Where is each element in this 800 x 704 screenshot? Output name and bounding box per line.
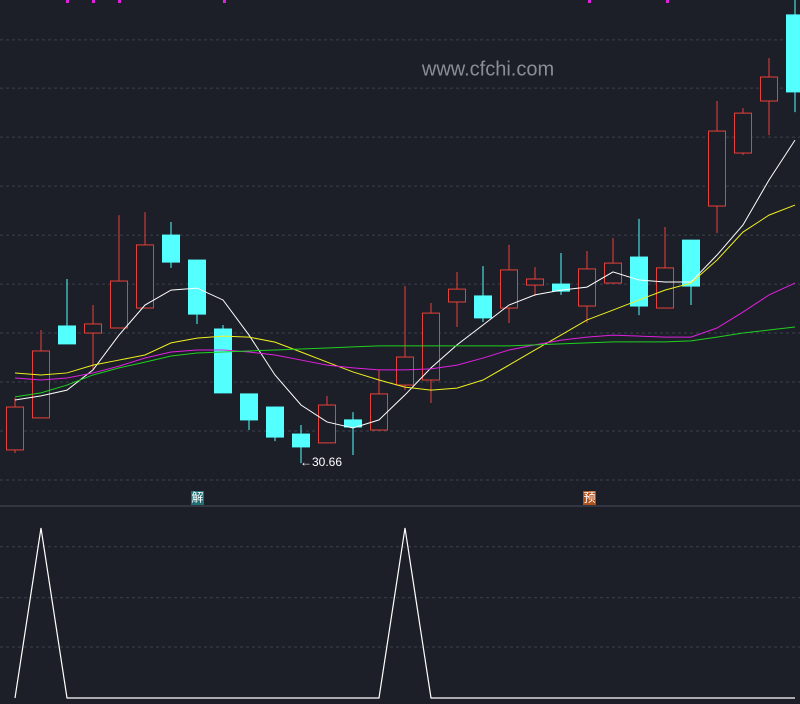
candle-body bbox=[136, 244, 154, 309]
grid-layer bbox=[0, 39, 800, 648]
candle-body bbox=[708, 130, 726, 207]
top-marker bbox=[92, 0, 95, 3]
candle-body bbox=[604, 262, 622, 284]
candle-body bbox=[240, 393, 258, 421]
candle-body bbox=[344, 419, 362, 428]
candle-body bbox=[786, 14, 800, 93]
top-marker bbox=[223, 0, 226, 3]
signal-box bbox=[583, 491, 596, 505]
signal-label: 解 bbox=[191, 491, 203, 505]
candle-body bbox=[214, 328, 232, 394]
candle-body bbox=[552, 283, 570, 292]
candle-body bbox=[318, 404, 336, 444]
indicator-line bbox=[14, 527, 795, 699]
candle-body bbox=[656, 267, 674, 309]
candle-body bbox=[162, 234, 180, 263]
candle-body bbox=[6, 406, 24, 451]
candle-body bbox=[448, 288, 466, 303]
top-marker bbox=[588, 0, 591, 3]
plot-layer bbox=[6, 0, 800, 699]
candle-body bbox=[292, 433, 310, 448]
watermark: www.cfchi.com bbox=[421, 58, 554, 80]
low-annotation: ←30.66 bbox=[300, 455, 342, 469]
top-markers bbox=[66, 0, 669, 3]
candle-body bbox=[188, 259, 206, 315]
candle-body bbox=[110, 280, 128, 329]
candle-body bbox=[84, 323, 102, 334]
signal-label: 预 bbox=[583, 491, 595, 505]
top-marker bbox=[66, 0, 69, 3]
candle-body bbox=[32, 350, 50, 419]
top-marker bbox=[118, 0, 121, 3]
candle-body bbox=[630, 256, 648, 307]
signal-box bbox=[191, 491, 204, 505]
top-marker bbox=[666, 0, 669, 3]
candle-body bbox=[58, 325, 76, 345]
candle-body bbox=[266, 406, 284, 438]
moving-average-line bbox=[14, 204, 796, 391]
moving-average-line bbox=[14, 326, 796, 398]
candle-body bbox=[396, 356, 414, 386]
candle-body bbox=[682, 239, 700, 287]
moving-average-line bbox=[14, 139, 796, 429]
candle-body bbox=[370, 393, 388, 431]
candle-body bbox=[760, 76, 778, 102]
candle-body bbox=[526, 278, 544, 286]
candle-body bbox=[474, 295, 492, 319]
candle-body bbox=[500, 269, 518, 309]
candle-body bbox=[422, 312, 440, 381]
moving-average-line bbox=[14, 282, 796, 381]
candle-body bbox=[734, 112, 752, 154]
